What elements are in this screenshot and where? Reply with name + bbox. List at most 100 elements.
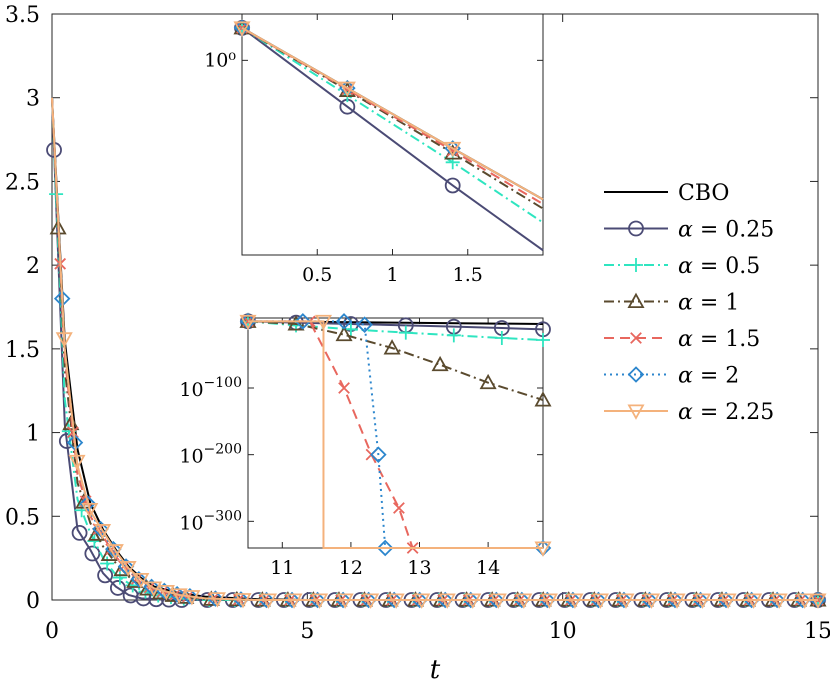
- data-point: [132, 572, 150, 589]
- legend-entry: α = 0.25: [604, 218, 774, 243]
- tick-exponent: −100: [204, 375, 242, 391]
- data-point: [564, 591, 582, 609]
- data-point: [239, 314, 257, 331]
- data-point: [207, 590, 224, 607]
- series-line: [241, 27, 544, 201]
- data-point: [445, 155, 460, 170]
- y-tick-label: 10⁰: [204, 49, 236, 71]
- data-point: [387, 593, 405, 609]
- data-point: [233, 21, 251, 37]
- legend-swatch-marker: [628, 220, 644, 237]
- legend-entry: α = 1.5: [604, 327, 760, 352]
- x-tick-label: 1: [386, 264, 398, 286]
- inset-top-axes: 0.5 1 1.5 10⁰: [204, 13, 544, 286]
- y-tick-label: 10−100: [179, 375, 242, 401]
- data-point: [334, 591, 352, 609]
- data-point: [393, 502, 405, 514]
- data-point: [796, 593, 814, 609]
- data-point: [100, 556, 115, 571]
- data-point: [566, 593, 584, 609]
- data-point: [130, 570, 148, 588]
- data-point: [534, 391, 552, 407]
- data-point: [285, 593, 303, 609]
- tick-base: 10: [179, 379, 203, 401]
- data-point: [335, 325, 353, 342]
- data-point: [343, 322, 358, 337]
- data-point: [488, 591, 505, 609]
- data-point: [692, 591, 709, 609]
- data-point: [157, 584, 175, 601]
- x-tick-label: 1.5: [453, 264, 483, 286]
- data-point: [294, 313, 312, 330]
- tick-exponent: −200: [204, 442, 242, 458]
- legend-value: = 2.25: [693, 400, 774, 425]
- data-point: [234, 593, 252, 609]
- data-point: [287, 315, 305, 331]
- x-tick-label: 11: [270, 557, 294, 579]
- data-point: [489, 593, 507, 609]
- y-tick-label: 3: [26, 87, 40, 112]
- legend-swatch-marker: [627, 404, 645, 420]
- data-point: [311, 593, 329, 609]
- legend-label: α = 1: [678, 291, 739, 316]
- data-point: [338, 81, 356, 98]
- data-point: [617, 593, 635, 609]
- y-tick-label: 2.5: [5, 170, 40, 195]
- inset-bottom-series: [239, 312, 552, 407]
- x-tick-label: 13: [407, 557, 431, 579]
- data-point: [615, 591, 633, 609]
- data-point: [309, 591, 326, 609]
- data-point: [464, 593, 482, 609]
- x-tick-label: 0: [45, 619, 59, 644]
- y-tick-label: 0.5: [5, 505, 40, 530]
- data-point: [258, 591, 275, 609]
- data-point: [641, 591, 658, 609]
- data-point: [314, 314, 332, 331]
- data-point: [94, 524, 112, 540]
- data-point: [84, 545, 101, 562]
- data-point: [513, 591, 531, 609]
- legend-value: = 1: [693, 291, 739, 316]
- data-point: [431, 355, 449, 372]
- data-point: [479, 373, 497, 390]
- tick-exponent: −300: [204, 508, 242, 524]
- legend-symbol: α: [678, 254, 693, 279]
- data-point: [770, 593, 788, 609]
- inset-bottom-frame: [247, 317, 544, 549]
- legend-value: = 0.5: [693, 254, 760, 279]
- data-point: [336, 593, 354, 609]
- data-point: [438, 593, 456, 609]
- y-tick-label: 10−300: [179, 508, 242, 534]
- data-point: [444, 141, 462, 158]
- data-point: [591, 593, 609, 609]
- data-point: [335, 313, 353, 330]
- data-point: [181, 588, 199, 605]
- data-point: [540, 593, 558, 609]
- legend-symbol: α: [678, 400, 693, 425]
- y-tick-label: 0: [26, 589, 40, 614]
- data-point: [694, 593, 712, 609]
- inset-bottom-series: [239, 314, 552, 557]
- data-point: [494, 331, 509, 345]
- legend-symbol: α: [678, 291, 693, 316]
- legend-swatch-marker: [627, 292, 645, 308]
- data-point: [809, 593, 827, 609]
- legend-value: CBO: [678, 181, 729, 206]
- data-point: [55, 332, 73, 348]
- data-point: [183, 590, 201, 606]
- series-line: [248, 320, 543, 549]
- series-line: [247, 320, 544, 401]
- data-point: [259, 593, 278, 609]
- series-line: [241, 27, 544, 224]
- data-point: [79, 495, 97, 512]
- x-tick-label: 15: [804, 619, 830, 644]
- data-point: [338, 382, 350, 394]
- legend-swatch-marker: [627, 366, 645, 383]
- legend-symbol: α: [678, 364, 693, 389]
- series-line: [241, 27, 544, 205]
- legend-swatch-marker: [630, 332, 642, 344]
